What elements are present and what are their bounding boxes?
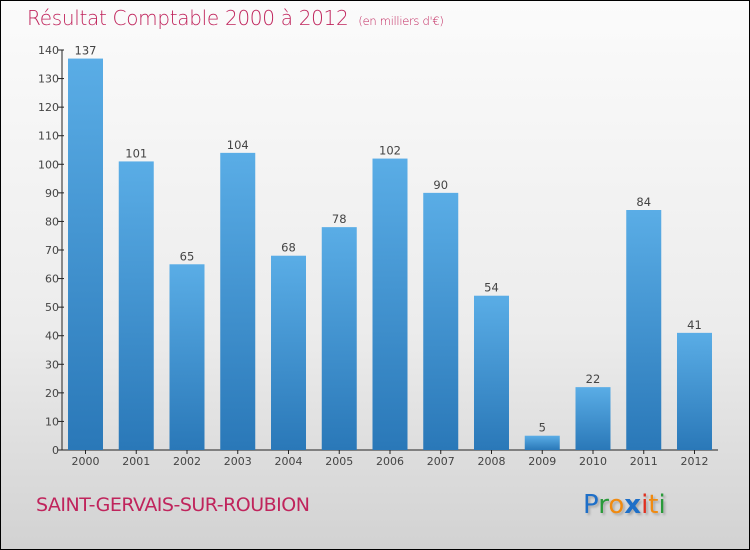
bar-2007 (423, 192, 459, 450)
data-label: 101 (125, 146, 147, 160)
x-tick-label: 2012 (681, 455, 709, 468)
bar-2005 (321, 227, 357, 450)
bar-2003 (220, 152, 256, 450)
bar-2002 (169, 264, 205, 450)
bar-2009 (524, 435, 560, 450)
x-tick-label: 2010 (579, 455, 607, 468)
bar-2012 (677, 332, 712, 450)
bar-2004 (271, 255, 306, 450)
unit-label: (en milliers d'€) (358, 14, 444, 28)
data-label: 102 (379, 144, 401, 158)
y-tick-label: 20 (45, 387, 59, 400)
bar-2011 (626, 210, 662, 450)
x-tick-label: 2004 (275, 455, 303, 468)
x-tick-label: 2002 (173, 455, 201, 468)
y-tick-label: 110 (38, 130, 59, 143)
data-label: 104 (227, 138, 249, 152)
x-tick-label: 2003 (224, 455, 252, 468)
data-label: 137 (75, 44, 97, 58)
data-label: 41 (687, 318, 702, 332)
y-tick-label: 120 (38, 101, 59, 114)
x-tick-label: 2008 (478, 455, 506, 468)
data-label: 84 (636, 195, 651, 209)
y-tick-label: 40 (45, 330, 59, 343)
y-tick-label: 50 (45, 301, 59, 314)
y-tick-label: 70 (45, 244, 59, 257)
y-tick-label: 130 (38, 73, 59, 86)
y-tick-label: 0 (52, 444, 59, 457)
y-tick-label: 60 (45, 273, 59, 286)
x-tick-label: 2009 (528, 455, 556, 468)
x-tick-label: 2007 (427, 455, 455, 468)
bar-2006 (372, 158, 408, 451)
title-text: Résultat Comptable 2000 à 2012 (27, 6, 349, 30)
x-tick-label: 2006 (376, 455, 404, 468)
y-tick-label: 90 (45, 187, 59, 200)
x-tick-label: 2001 (122, 455, 150, 468)
x-tick-label: 2011 (630, 455, 658, 468)
data-label: 90 (433, 178, 448, 192)
bar-2008 (474, 295, 509, 450)
data-label: 22 (586, 372, 601, 386)
y-tick-label: 100 (38, 158, 59, 171)
data-label: 65 (180, 249, 195, 263)
bar-2010 (575, 387, 611, 450)
data-label: 78 (332, 212, 347, 226)
data-label: 5 (539, 421, 546, 435)
bar-2000 (68, 58, 103, 450)
data-label: 68 (281, 241, 296, 255)
y-tick-label: 10 (45, 415, 59, 428)
y-tick-label: 140 (38, 44, 59, 57)
x-tick-label: 2005 (325, 455, 353, 468)
y-tick-label: 80 (45, 215, 59, 228)
proxiti-logo: Proxiti (583, 490, 666, 520)
x-tick-label: 2000 (72, 455, 100, 468)
data-label: 54 (484, 281, 499, 295)
commune-name: SAINT-GERVAIS-SUR-ROUBION (36, 494, 310, 516)
chart-title: Résultat Comptable 2000 à 2012 (en millie… (27, 6, 444, 30)
y-tick-label: 30 (45, 358, 59, 371)
bar-2001 (118, 161, 154, 450)
